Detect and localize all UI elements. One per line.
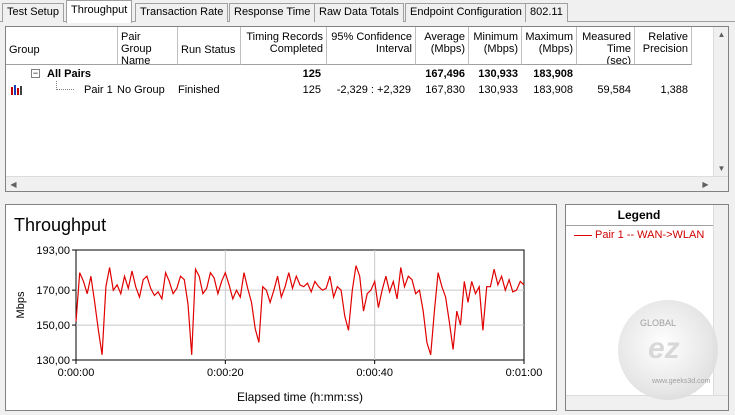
chart-title: Throughput [14,215,107,235]
tab-response-time[interactable]: Response Time [229,3,316,22]
tab-raw-data-totals[interactable]: Raw Data Totals [314,3,404,22]
pair-1-confidence: -2,329 : +2,329 [336,84,411,96]
tab-endpoint-configuration[interactable]: Endpoint Configuration [405,3,527,22]
y-tick-label: 130,00 [36,355,70,367]
tree-connector [56,81,74,90]
legend-horizontal-scrollbar[interactable] [566,395,728,410]
throughput-chart-panel: Throughput 193,00 170,00 150,00 130,00 0:00:… [5,204,557,411]
scroll-down-icon[interactable]: ▼ [717,164,726,173]
scroll-up-icon[interactable]: ▲ [717,30,726,39]
all-pairs-minimum: 130,933 [478,68,518,80]
legend-item-pair-1[interactable]: Pair 1 -- WAN->WLAN [574,229,714,241]
collapse-toggle[interactable]: − [31,68,40,78]
pair-1-group-name: No Group [117,84,165,96]
pair-1-timing: 125 [302,84,321,96]
y-tick-label: 193,00 [36,245,70,257]
tab-bar: Test Setup Throughput Transaction Rate R… [0,0,735,23]
pair-1-average: 167,830 [425,84,465,96]
x-tick-label: 0:01:00 [506,367,543,379]
x-tick-label: 0:00:00 [58,367,95,379]
tab-test-setup[interactable]: Test Setup [2,3,64,22]
tab-802-11[interactable]: 802.11 [525,3,568,22]
scroll-right-icon[interactable]: ▶ [702,180,709,189]
table-header: Group Pair Group Name Run Status Timing R… [6,27,714,65]
y-tick-label: 170,00 [36,285,70,297]
y-tick-label: 150,00 [36,320,70,332]
series-line-pair-1 [75,265,525,355]
throughput-chart: 193,00 170,00 150,00 130,000:00:00 0:00:20 0:… [15,245,543,404]
header-measured-time[interactable]: Measured Time (sec) [577,27,635,65]
header-confidence-interval[interactable]: 95% Confidence Interval [327,27,416,65]
table-horizontal-scrollbar[interactable]: ◀ ▶ [6,176,728,191]
all-pairs-maximum: 183,908 [533,68,573,80]
x-axis-label: Elapsed time (h:mm:ss) [237,390,363,404]
header-maximum[interactable]: Maximum (Mbps) [522,27,577,65]
watermark-top-text: GLOBAL [640,318,677,328]
watermark-mid-text: ez [648,332,680,365]
results-table: Group Pair Group Name Run Status Timing R… [5,26,729,192]
all-pairs-average: 167,496 [425,68,465,80]
tab-transaction-rate[interactable]: Transaction Rate [135,3,229,22]
pair-chart-icon [11,85,22,95]
pair-1-maximum: 183,908 [533,84,573,96]
tab-throughput[interactable]: Throughput [66,0,133,23]
legend-item-label: Pair 1 -- WAN->WLAN [595,229,705,241]
pair-1-label: Pair 1 [84,84,113,96]
pair-1-run-status: Finished [178,84,220,96]
pair-1-relative: 1,388 [660,84,688,96]
all-pairs-timing: 125 [302,68,321,80]
x-tick-label: 0:00:20 [207,367,244,379]
legend-divider [566,225,714,226]
header-minimum[interactable]: Minimum (Mbps) [469,27,522,65]
table-row-pair-1[interactable]: Pair 1 No Group Finished 125 -2,329 : +2… [6,81,714,97]
scroll-left-icon[interactable]: ◀ [10,180,17,189]
y-axis-label: Mbps [15,291,27,318]
header-group[interactable]: Group [6,27,118,65]
pair-1-measured: 59,584 [597,84,631,96]
header-run-status[interactable]: Run Status [178,27,241,65]
watermark-logo [618,300,718,400]
legend-vertical-scrollbar[interactable] [713,205,728,397]
header-pair-group-name[interactable]: Pair Group Name [118,27,178,65]
x-tick-label: 0:00:40 [356,367,393,379]
legend-line-swatch [574,235,592,236]
header-timing-records[interactable]: Timing Records Completed [241,27,327,65]
all-pairs-label: All Pairs [47,68,92,80]
plot-area [75,249,525,361]
watermark-url: www.geeks3d.com [652,378,711,385]
pair-1-minimum: 130,933 [478,84,518,96]
header-average[interactable]: Average (Mbps) [416,27,469,65]
header-relative-precision[interactable]: Relative Precision [635,27,692,65]
table-vertical-scrollbar[interactable]: ▲ ▼ [713,27,728,176]
legend-title: Legend [617,208,661,222]
table-row-all-pairs[interactable]: − All Pairs 125 167,496 130,933 183,908 [6,67,714,81]
